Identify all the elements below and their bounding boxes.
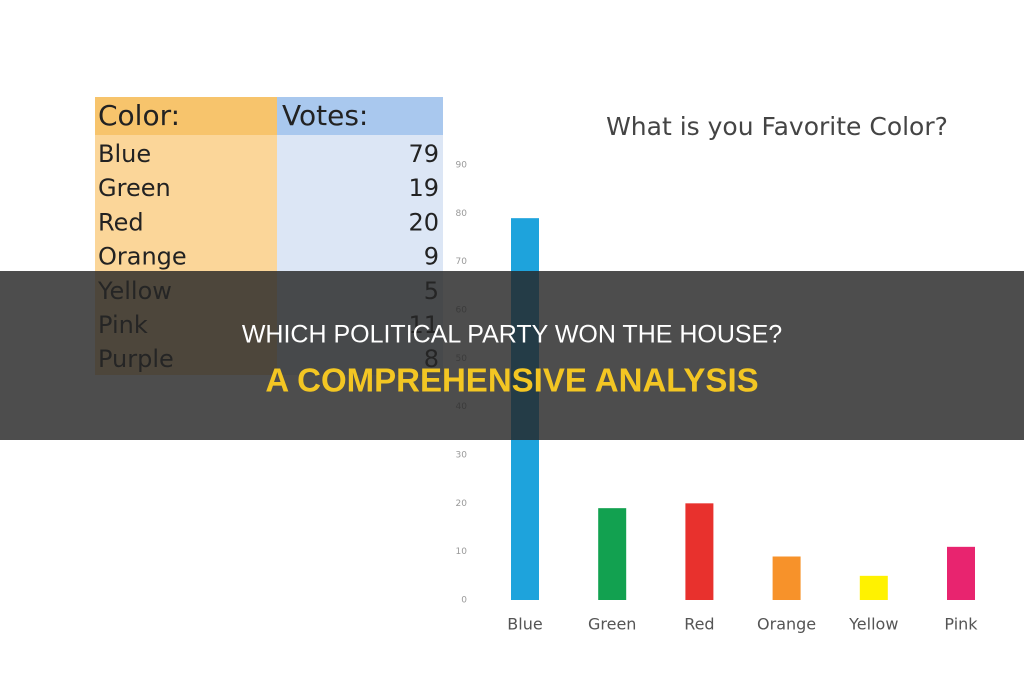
banner-subtitle: A COMPREHENSIVE ANALYSIS <box>265 362 758 399</box>
y-tick-label: 20 <box>456 499 468 509</box>
table-header: Votes: <box>282 99 368 132</box>
color-header-cell <box>95 97 277 135</box>
bar <box>859 575 888 600</box>
bar <box>947 546 975 600</box>
votes-header-cell <box>277 97 443 135</box>
table-cell: 20 <box>408 208 439 236</box>
y-tick-label: 0 <box>461 596 467 606</box>
x-tick-label: Blue <box>507 615 542 634</box>
chart-title: What is you Favorite Color? <box>606 112 948 141</box>
table-cell: Red <box>98 208 144 236</box>
bar <box>685 503 714 600</box>
table-cell: Blue <box>98 140 151 168</box>
y-tick-label: 70 <box>456 257 468 267</box>
y-tick-label: 90 <box>456 161 468 171</box>
y-tick-label: 10 <box>456 547 468 557</box>
table-cell: 79 <box>408 140 439 168</box>
table-cell: Green <box>98 174 171 202</box>
bar <box>772 556 801 600</box>
y-tick-label: 30 <box>456 451 468 461</box>
table-cell: 19 <box>408 174 439 202</box>
bar <box>598 508 627 600</box>
x-tick-label: Orange <box>757 615 816 634</box>
x-tick-label: Green <box>588 615 636 634</box>
table-cell: Orange <box>98 243 187 271</box>
x-tick-label: Yellow <box>848 615 898 634</box>
y-tick-label: 80 <box>456 209 468 219</box>
banner-title: WHICH POLITICAL PARTY WON THE HOUSE? <box>242 321 782 349</box>
x-tick-label: Red <box>684 615 714 634</box>
banner <box>0 271 1024 440</box>
x-tick-label: Pink <box>944 615 978 634</box>
table-header: Color: <box>98 99 180 132</box>
table-cell: 9 <box>424 243 439 271</box>
